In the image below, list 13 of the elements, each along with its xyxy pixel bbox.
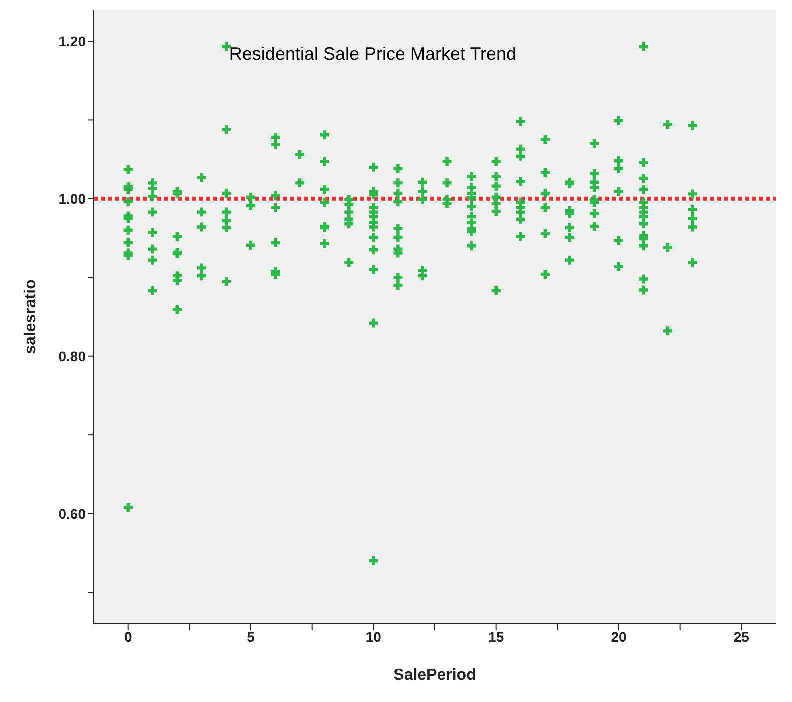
- x-tick-label: 5: [247, 628, 256, 645]
- y-tick-label: 0.80: [58, 348, 86, 364]
- x-tick-label: 20: [611, 628, 627, 645]
- text: Residential Sale Price Market Trend: [228, 44, 518, 65]
- y-tick-label: 0.60: [58, 506, 86, 522]
- y-tick-label: 1.00: [58, 190, 86, 207]
- y-axis-title: salesratio: [22, 279, 40, 354]
- x-tick-label: 10: [366, 628, 382, 645]
- x-tick-label: 15: [488, 628, 504, 645]
- x-tick-label: 0: [124, 628, 132, 645]
- x-axis-title: SalePeriod: [394, 667, 476, 684]
- y-tick-label: 1.20: [58, 33, 86, 50]
- x-tick-label: 25: [734, 628, 750, 645]
